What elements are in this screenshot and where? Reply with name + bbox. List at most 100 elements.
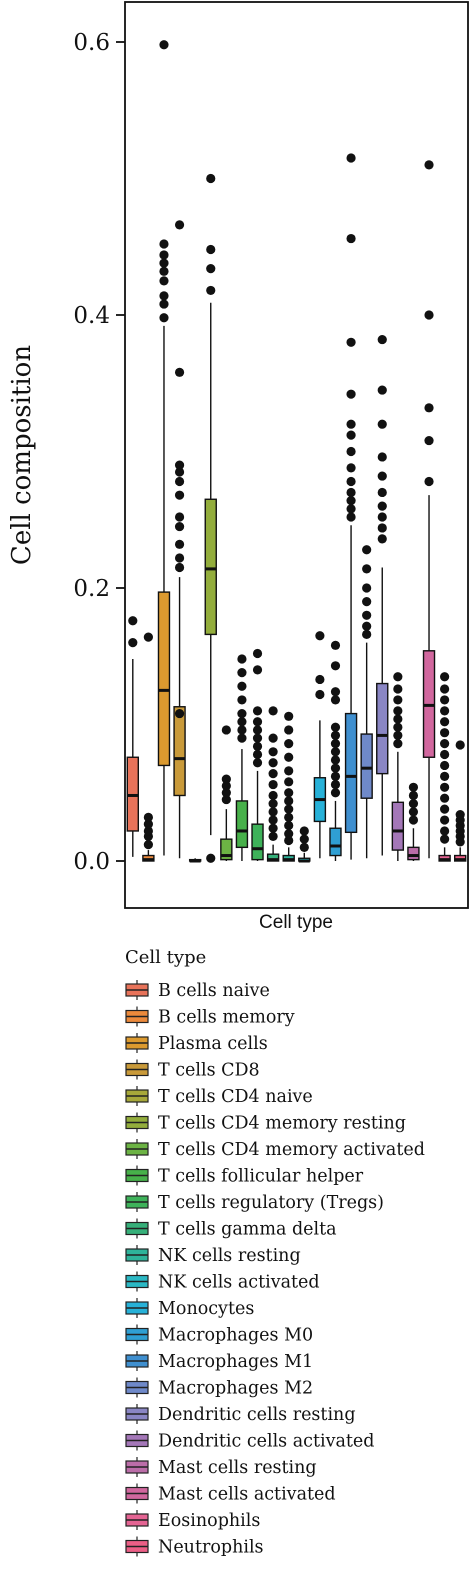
outlier-point: [440, 717, 450, 727]
outlier-point: [330, 763, 341, 773]
legend-item: NK cells resting: [125, 1245, 301, 1266]
outlier-point: [159, 239, 169, 249]
legend-label: Macrophages M0: [158, 1326, 313, 1346]
outlier-point: [206, 263, 216, 274]
outlier-point: [330, 771, 341, 781]
outlier-point: [206, 285, 216, 296]
outlier-point: [237, 654, 247, 664]
outlier-point: [377, 471, 387, 481]
outlier-point: [174, 460, 185, 470]
outlier-point: [440, 834, 450, 844]
box-nk-cells-activated: [298, 826, 311, 863]
outlier-point: [221, 725, 231, 735]
outlier-point: [174, 490, 185, 500]
outlier-point: [174, 708, 185, 719]
outlier-point: [362, 564, 372, 574]
outlier-point: [346, 153, 356, 163]
legend-label: Macrophages M2: [158, 1379, 313, 1399]
outlier-point: [159, 266, 169, 276]
outlier-point: [346, 430, 356, 440]
outlier-point: [159, 250, 169, 260]
outlier-point: [268, 790, 278, 801]
box-iqr: [329, 827, 342, 857]
outlier-point: [424, 160, 434, 170]
outlier-point: [221, 774, 231, 784]
outlier-point: [440, 793, 450, 803]
outlier-point: [237, 717, 247, 727]
legend-label: Macrophages M1: [158, 1352, 313, 1372]
box-iqr: [360, 733, 373, 799]
outlier-point: [346, 419, 356, 429]
outlier-point: [377, 501, 387, 511]
box-iqr: [235, 800, 249, 849]
outlier-point: [252, 725, 263, 735]
outlier-point: [284, 752, 294, 762]
outlier-point: [440, 782, 450, 792]
legend: B cells naive B cells memory Plasma cells T…: [125, 980, 425, 1558]
outlier-point: [362, 629, 372, 640]
outlier-point: [455, 740, 465, 750]
box-mast-cells-resting: [407, 782, 420, 861]
outlier-point: [440, 760, 450, 771]
outlier-point: [440, 728, 450, 738]
legend-item: B cells naive: [125, 980, 270, 1001]
outlier-point: [174, 562, 185, 573]
legend-item: Macrophages M0: [125, 1324, 313, 1346]
outlier-point: [284, 820, 294, 831]
outlier-point: [424, 403, 434, 413]
outlier-point: [174, 220, 185, 230]
box-t-cells-regulatory-tregs: [251, 648, 264, 861]
legend-item: Macrophages M1: [125, 1351, 313, 1372]
outlier-point: [315, 689, 325, 700]
outlier-point: [330, 695, 341, 705]
outlier-point: [174, 367, 185, 377]
outlier-point: [174, 512, 185, 522]
outlier-point: [440, 695, 450, 705]
outlier-point: [346, 463, 356, 473]
outlier-point: [252, 741, 263, 751]
outlier-point: [377, 534, 387, 544]
outlier-point: [362, 621, 372, 631]
outlier-point: [315, 631, 325, 641]
outlier-point: [252, 758, 263, 768]
outlier-point: [330, 640, 341, 650]
box-t-cells-gamma-delta: [266, 706, 280, 862]
outlier-point: [159, 291, 169, 301]
outlier-point: [128, 616, 138, 626]
legend-label: T cells CD4 naive: [158, 1087, 313, 1107]
legend-item: T cells CD8: [125, 1059, 260, 1081]
outlier-point: [377, 512, 387, 522]
outlier-point: [252, 665, 263, 675]
legend-item: T cells follicular helper: [125, 1165, 364, 1187]
outlier-point: [159, 313, 169, 323]
legend-item: T cells CD4 memory activated: [125, 1139, 425, 1160]
outlier-point: [362, 597, 372, 607]
outlier-point: [252, 648, 263, 659]
y-axis: 0.0 0.2 0.4 0.6: [73, 30, 125, 875]
outlier-point: [440, 815, 450, 825]
outlier-point: [299, 842, 309, 852]
outlier-point: [174, 553, 185, 563]
outlier-point: [440, 706, 450, 716]
outlier-point: [268, 747, 278, 757]
outlier-point: [424, 435, 434, 446]
outlier-point: [362, 545, 372, 555]
outlier-point: [206, 853, 216, 863]
outlier-point: [299, 826, 309, 836]
legend-item: T cells gamma delta: [125, 1218, 337, 1240]
outlier-point: [268, 807, 278, 817]
outlier-point: [408, 807, 419, 817]
box-b-cells-memory: [142, 632, 155, 862]
outlier-point: [346, 476, 356, 487]
outlier-point: [393, 714, 403, 724]
legend-label: T cells CD4 memory resting: [158, 1114, 406, 1134]
outlier-point: [440, 804, 450, 814]
box-t-cells-cd8: [173, 220, 186, 859]
outlier-point: [346, 496, 356, 506]
box-monocytes: [313, 631, 327, 859]
outlier-point: [346, 487, 356, 498]
legend-label: T cells CD8: [158, 1061, 260, 1081]
legend-item: Plasma cells: [125, 1033, 268, 1054]
legend-item: B cells memory: [125, 1006, 295, 1028]
outlier-point: [408, 790, 419, 801]
